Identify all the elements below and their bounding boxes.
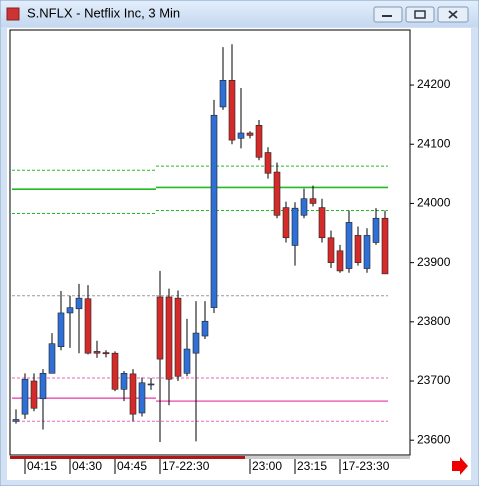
scroll-arrow[interactable]	[452, 457, 468, 475]
candle-body	[192, 332, 200, 354]
candle-body	[21, 378, 29, 415]
candle-body	[66, 307, 74, 314]
candle-body	[30, 380, 38, 409]
x-tick-label: 17-22:30	[162, 459, 210, 473]
candle-body	[183, 348, 191, 374]
y-tick-label: 23800	[417, 314, 451, 328]
candle-body	[174, 297, 182, 377]
candle-body	[120, 373, 128, 390]
maximize-button[interactable]	[405, 6, 435, 23]
candle-body	[111, 352, 119, 390]
candle-body	[264, 152, 272, 174]
x-tick-label: 23:15	[297, 459, 327, 473]
candle-body	[318, 207, 326, 239]
scroll-bar	[10, 456, 245, 459]
candle-body	[282, 207, 290, 239]
minimize-button[interactable]	[373, 6, 403, 23]
candle-body	[75, 297, 83, 310]
window-title: S.NFLX - Netflix Inc, 3 Min	[27, 5, 180, 20]
plot-area	[9, 29, 411, 456]
candle-body	[219, 80, 227, 108]
scroll-track	[245, 456, 410, 459]
candle-body	[372, 217, 380, 243]
candle-body	[129, 373, 137, 415]
candle-body	[291, 207, 299, 246]
candle-body	[210, 114, 218, 308]
candle-body	[327, 237, 335, 263]
candle-body	[246, 132, 254, 136]
x-tick-label: 04:45	[117, 459, 147, 473]
y-tick-label: 24000	[417, 196, 451, 210]
close-button[interactable]	[437, 6, 469, 23]
x-tick-label: 23:00	[252, 459, 282, 473]
candle-body	[156, 296, 164, 360]
candle-body	[354, 235, 362, 263]
y-tick-label: 23700	[417, 373, 451, 387]
y-tick-label: 23600	[417, 432, 451, 446]
candle-body	[93, 351, 101, 354]
y-tick-label: 24100	[417, 136, 451, 150]
candle-body	[345, 222, 353, 269]
candle-body	[228, 80, 236, 141]
candle-body	[147, 383, 155, 386]
candle-body	[165, 296, 173, 380]
y-tick-label: 24200	[417, 77, 451, 91]
candle-body	[300, 198, 308, 216]
candle-body	[102, 352, 110, 355]
candle-body	[39, 373, 47, 400]
candle-body	[237, 132, 245, 139]
candle-body	[381, 217, 389, 275]
candle-body	[48, 343, 56, 374]
candle-body	[309, 198, 317, 204]
x-tick-label: 04:15	[27, 459, 57, 473]
candle-body	[255, 124, 263, 158]
candle-body	[57, 312, 65, 347]
candle-body	[201, 320, 209, 337]
candle-body	[138, 382, 146, 414]
x-tick-label: 04:30	[72, 459, 102, 473]
candle-body	[363, 235, 371, 269]
y-tick-label: 23900	[417, 255, 451, 269]
x-tick-label: 17-23:30	[342, 459, 390, 473]
candle-body	[84, 298, 92, 354]
app-icon	[6, 7, 20, 21]
candle-body	[12, 419, 20, 422]
candle-body	[273, 171, 281, 216]
candle-body	[336, 250, 344, 272]
